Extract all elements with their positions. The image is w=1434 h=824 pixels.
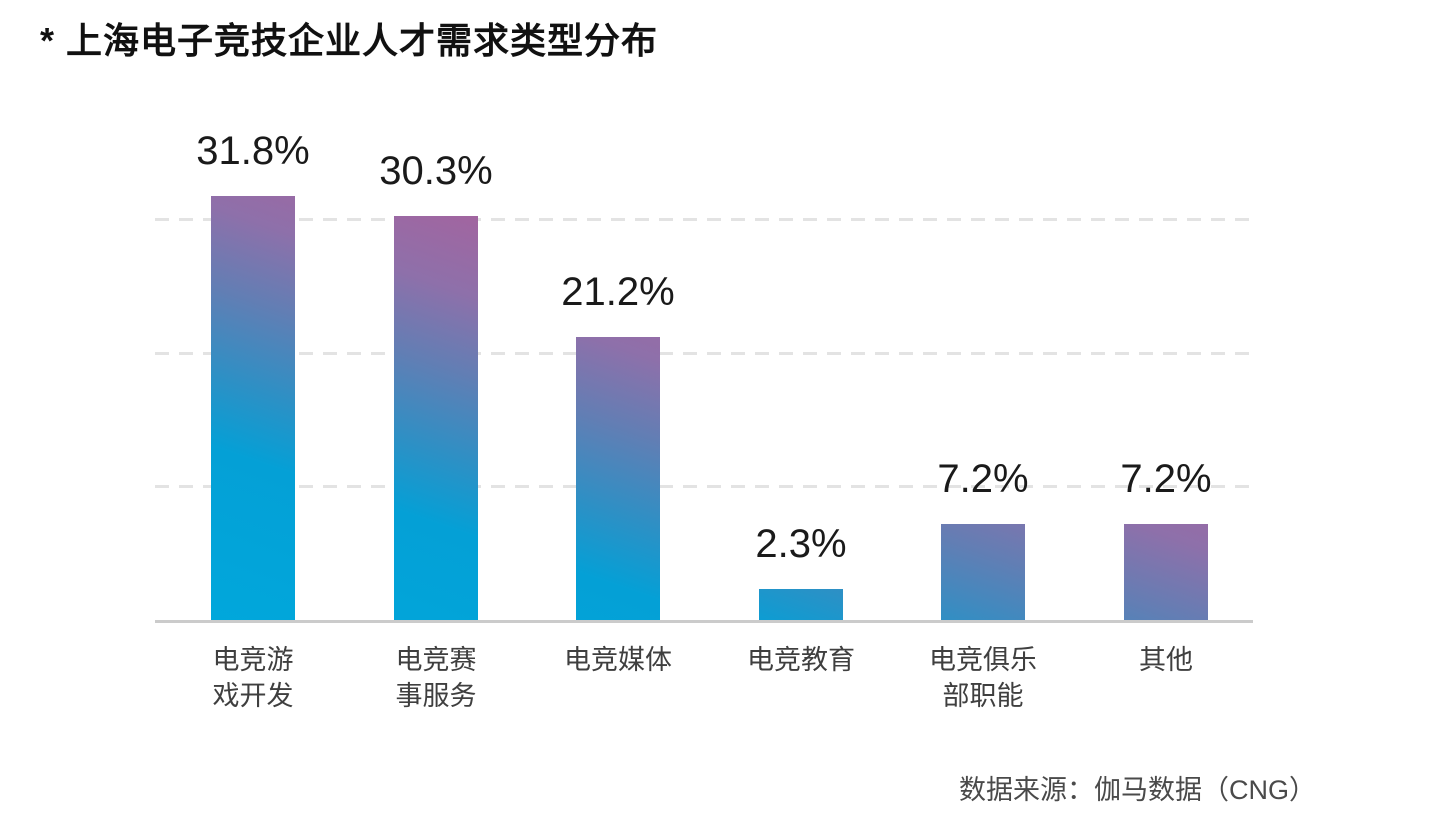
category-line: 事服务 <box>395 681 477 712</box>
gridline-20pct <box>155 352 1253 355</box>
category-line: 电竞教育 <box>747 645 855 675</box>
category-line: 部职能 <box>942 681 1024 712</box>
value-label-event-services: 30.3% <box>379 149 493 193</box>
category-line: 电竞游 <box>212 645 294 675</box>
bar-gradient-fill <box>1124 524 1208 620</box>
bar-gradient-fill <box>941 524 1025 620</box>
category-line: 其他 <box>1139 645 1193 675</box>
bar-event-services <box>394 216 478 620</box>
value-label-other: 7.2% <box>1120 457 1212 501</box>
bar-other <box>1124 524 1208 620</box>
category-label-event-services: 电竞赛 事服务 <box>356 642 516 715</box>
plot-area: 31.8% 30.3% 21.2% 2.3% 7.2% 7.2% 电竞游 戏开发… <box>155 129 1253 711</box>
gridline-30pct <box>155 218 1253 221</box>
bar-media <box>576 337 660 620</box>
bar-game-dev <box>211 196 295 620</box>
value-label-game-dev: 31.8% <box>196 129 310 173</box>
gridline-10pct <box>155 485 1253 488</box>
category-label-game-dev: 电竞游 戏开发 <box>173 642 333 715</box>
category-label-education: 电竞教育 <box>721 642 881 678</box>
bar-gradient-fill <box>394 216 478 620</box>
value-label-club-functions: 7.2% <box>937 457 1029 501</box>
value-label-education: 2.3% <box>755 522 847 566</box>
bar-gradient-fill <box>576 337 660 620</box>
category-line: 电竞媒体 <box>564 645 672 675</box>
data-source-note: 数据来源：伽马数据（CNG） <box>959 775 1316 805</box>
category-label-club-functions: 电竞俱乐 部职能 <box>903 642 1063 715</box>
value-label-media: 21.2% <box>561 270 675 314</box>
x-axis-line <box>155 620 1253 623</box>
bar-education <box>759 589 843 620</box>
category-line: 电竞俱乐 <box>929 645 1037 675</box>
chart-title: * 上海电子竞技企业人才需求类型分布 <box>40 20 659 61</box>
bar-club-functions <box>941 524 1025 620</box>
category-label-other: 其他 <box>1086 642 1246 678</box>
category-label-media: 电竞媒体 <box>538 642 698 678</box>
bar-gradient-fill <box>759 589 843 620</box>
category-line: 电竞赛 <box>395 645 477 675</box>
category-line: 戏开发 <box>212 681 294 712</box>
bar-gradient-fill <box>211 196 295 620</box>
